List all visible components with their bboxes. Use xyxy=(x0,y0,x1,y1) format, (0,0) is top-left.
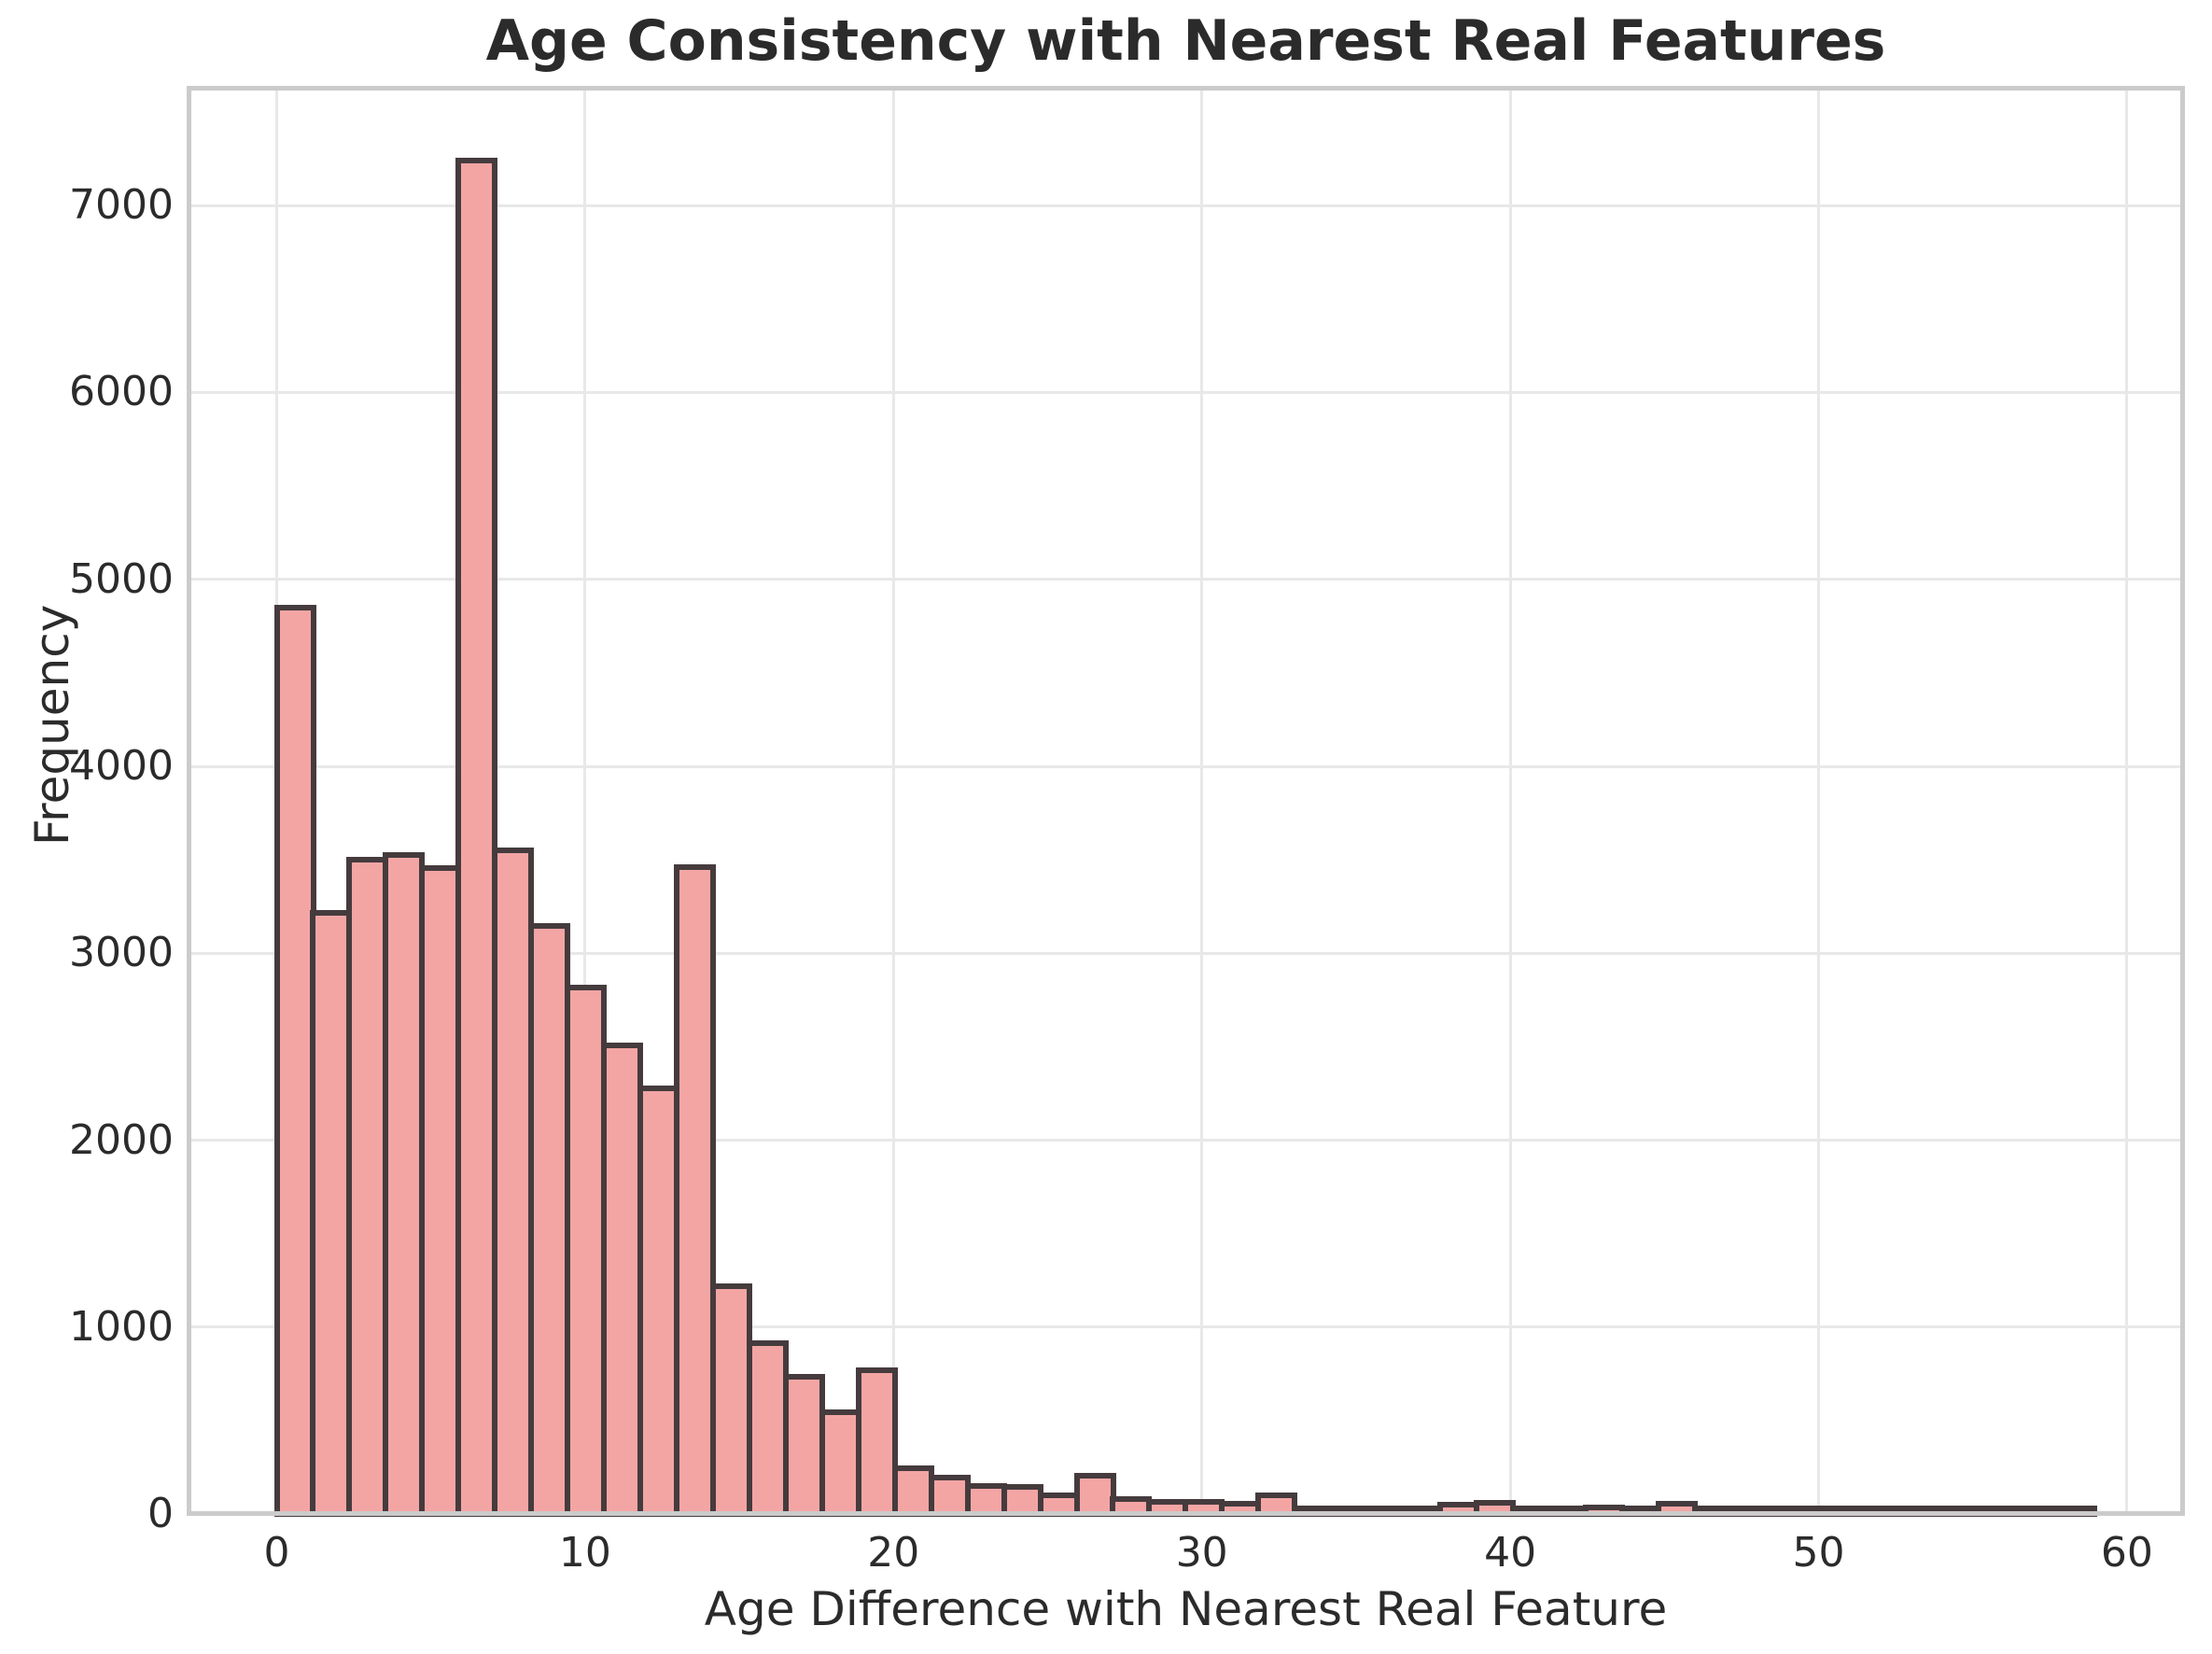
plot-spine-left xyxy=(187,86,191,1516)
gridline-x-10 xyxy=(583,88,587,1514)
x-tick-label-60: 60 xyxy=(2100,1529,2153,1577)
y-tick-label-6000: 6000 xyxy=(69,368,174,416)
plot-spine-top xyxy=(187,86,2185,91)
plot-spine-right xyxy=(2180,86,2185,1516)
histogram-bar xyxy=(928,1474,971,1517)
y-tick-label-0: 0 xyxy=(147,1490,174,1537)
plot-spine-bottom xyxy=(187,1511,2185,1516)
gridline-y-1000 xyxy=(189,1325,2183,1329)
x-tick-label-50: 50 xyxy=(1792,1529,1845,1577)
gridline-x-50 xyxy=(1817,88,1820,1514)
gridline-y-4000 xyxy=(189,764,2183,768)
gridline-y-7000 xyxy=(189,203,2183,207)
histogram-bar xyxy=(455,158,498,1517)
gridline-x-30 xyxy=(1200,88,1204,1514)
y-tick-label-3000: 3000 xyxy=(69,929,174,977)
gridline-x-40 xyxy=(1508,88,1512,1514)
x-tick-label-0: 0 xyxy=(263,1529,290,1577)
histogram-bar xyxy=(346,857,389,1517)
histogram-bar xyxy=(637,1086,679,1517)
x-axis-label: Age Difference with Nearest Real Feature xyxy=(704,1582,1668,1636)
histogram-bar xyxy=(891,1465,934,1517)
gridline-y-2000 xyxy=(189,1139,2183,1142)
gridline-y-3000 xyxy=(189,951,2183,955)
x-tick-label-30: 30 xyxy=(1175,1529,1228,1577)
y-tick-label-1000: 1000 xyxy=(69,1302,174,1351)
x-tick-label-10: 10 xyxy=(558,1529,611,1577)
chart-title: Age Consistency with Nearest Real Featur… xyxy=(485,8,1886,74)
x-tick-label-20: 20 xyxy=(867,1529,920,1577)
gridline-y-5000 xyxy=(189,578,2183,582)
y-tick-label-4000: 4000 xyxy=(69,742,174,790)
x-tick-label-40: 40 xyxy=(1484,1529,1537,1577)
gridline-x-20 xyxy=(891,88,895,1514)
histogram-bar xyxy=(674,864,716,1517)
gridline-x-60 xyxy=(2125,88,2129,1514)
y-tick-label-2000: 2000 xyxy=(69,1115,174,1164)
y-tick-label-5000: 5000 xyxy=(69,554,174,603)
gridline-y-6000 xyxy=(189,390,2183,394)
histogram-bar xyxy=(855,1367,898,1517)
plot-area xyxy=(187,86,2185,1517)
y-tick-label-7000: 7000 xyxy=(69,181,174,230)
